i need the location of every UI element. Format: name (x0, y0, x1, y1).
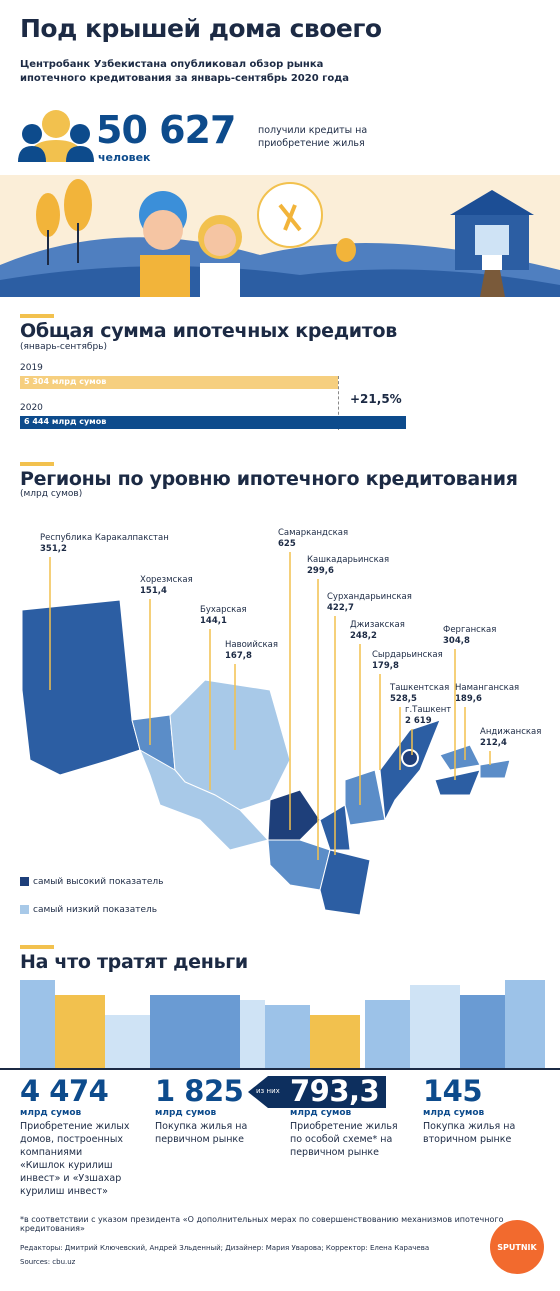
spend-text: Приобретение жилья по особой схеме* на п… (290, 1121, 398, 1158)
illustration (0, 175, 560, 297)
spend-text: Покупка жилья на вторичном рынке (423, 1121, 516, 1145)
total-change: +21,5% (350, 392, 402, 406)
region-name: Сырдарьинская (372, 650, 443, 660)
region-value: 351,2 (40, 544, 67, 554)
region-name: Кашкадарьинская (307, 555, 390, 565)
credits: Редакторы: Дмитрий Ключевский, Андрей Зл… (20, 1244, 430, 1252)
region-name: г.Ташкент (405, 705, 452, 715)
region-value: 167,8 (225, 651, 252, 661)
spend-unit: млрд сумов (155, 1108, 217, 1118)
headline-text: получили кредиты на приобретение жилья (258, 125, 368, 149)
bar-year: 2020 (20, 403, 43, 413)
headline-number: 50 627 (96, 108, 236, 152)
spending-title: На что тратят деньги (20, 951, 248, 973)
spend-text: Покупка жилья на первичном рынке (155, 1121, 248, 1145)
buildings (0, 980, 560, 1070)
title: Под крышей дома своего (20, 14, 382, 43)
region-name: Навоийская (225, 640, 278, 650)
region-name: Сурхандарьинская (327, 592, 412, 602)
region-name: Хорезмская (140, 575, 193, 585)
region-value: 179,8 (372, 661, 399, 671)
subtitle: Центробанк Узбекистана опубликовал обзор… (20, 59, 350, 84)
region-name: Республика Каракалпакстан (40, 533, 169, 543)
region-value: 212,4 (480, 738, 507, 748)
region-name: Самаркандская (278, 528, 349, 538)
regions-title: Регионы по уровню ипотечного кредитовани… (20, 468, 518, 490)
region-name: Ферганская (443, 625, 497, 635)
regions-subtitle: (млрд сумов) (20, 489, 83, 499)
sources: Sources: cbu.uz (20, 1258, 76, 1266)
region-name: Ташкентская (390, 683, 450, 693)
spend-value: 1 825 (155, 1074, 244, 1108)
spend-unit: млрд сумов (20, 1108, 82, 1118)
bar (20, 416, 406, 429)
spend-value: 145 (423, 1074, 483, 1108)
legend-low: самый низкий показатель (33, 905, 158, 915)
bar-year: 2019 (20, 363, 43, 373)
people-icon (18, 110, 94, 162)
highlight-box (248, 1076, 386, 1108)
logo: SPUTNIK (490, 1220, 544, 1274)
spend-text: Приобретение жилых домов, построенных ко… (20, 1121, 130, 1197)
region-name: Наманганская (455, 683, 520, 693)
region-value: 422,7 (327, 603, 354, 613)
region-value: 299,6 (307, 566, 334, 576)
region-name: Андижанская (480, 727, 542, 737)
spend-unit: млрд сумов (290, 1108, 352, 1118)
total-title: Общая сумма ипотечных кредитов (20, 320, 397, 342)
headline-unit: человек (98, 151, 151, 164)
legend-high: самый высокий показатель (33, 877, 164, 887)
region-value: 2 619 (405, 716, 432, 726)
region-value: 625 (278, 539, 296, 549)
region-value: 151,4 (140, 586, 167, 596)
region-value: 248,2 (350, 631, 377, 641)
bar-label: 5 304 млрд сумов (24, 377, 107, 386)
total-subtitle: (январь-сентябрь) (20, 342, 107, 352)
region-value: 304,8 (443, 636, 470, 646)
footnote: *в соответствии с указом президента «О д… (20, 1215, 504, 1233)
map (21, 552, 511, 916)
region-name: Джизакская (350, 620, 405, 630)
spend-unit: млрд сумов (423, 1108, 485, 1118)
spend-value: 4 474 (20, 1074, 109, 1108)
region-value: 144,1 (200, 616, 227, 626)
region-value: 528,5 (390, 694, 417, 704)
spend-value: 793,3 (290, 1074, 380, 1108)
bar-label: 6 444 млрд сумов (24, 417, 107, 426)
of-which: из них (256, 1087, 280, 1095)
region-name: Бухарская (200, 605, 247, 615)
region-value: 189,6 (455, 694, 482, 704)
bar (20, 376, 338, 389)
